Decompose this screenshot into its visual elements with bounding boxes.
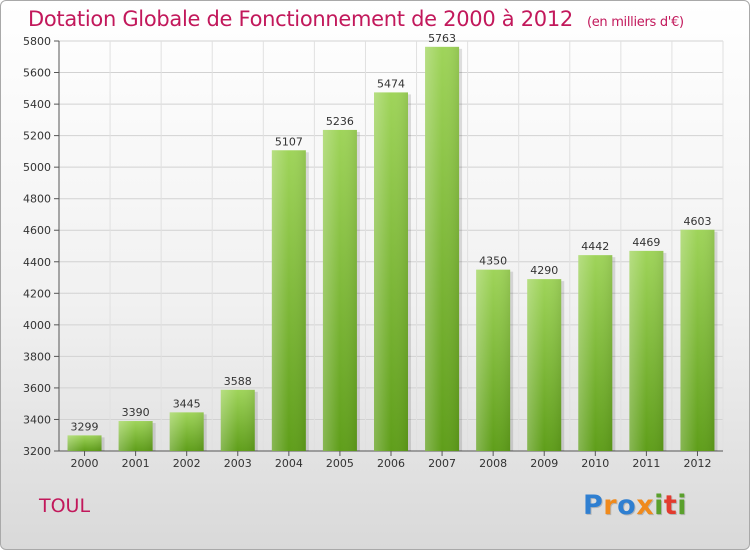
x-tick-label: 2010 <box>581 457 609 470</box>
x-tick-label: 2011 <box>632 457 660 470</box>
bar-highlight <box>374 92 408 452</box>
bar-highlight <box>680 229 715 451</box>
y-tick-label: 4000 <box>23 319 51 332</box>
bar-highlight <box>629 250 664 451</box>
proxiti-logo: Proxiti <box>583 490 687 521</box>
x-tick-label: 2007 <box>428 457 456 470</box>
logo-letter: i <box>677 490 688 521</box>
bar-highlight <box>67 435 102 451</box>
bar-highlight <box>476 269 511 451</box>
x-tick-label: 2009 <box>530 457 558 470</box>
y-tick-label: 4400 <box>23 256 51 269</box>
logo-letter: x <box>636 490 655 521</box>
y-tick-label: 4800 <box>23 193 51 206</box>
logo-letter: i <box>654 490 664 521</box>
data-labels: 3299 3390 3445 3588 5107 5236 5474 5763 4350 4290… <box>71 32 712 434</box>
x-tick-label: 2001 <box>122 457 150 470</box>
bar-highlight <box>271 150 306 451</box>
x-tick-label: 2002 <box>173 457 201 470</box>
y-tick-label: 5200 <box>23 130 51 143</box>
x-tick-label: 2000 <box>71 457 99 470</box>
y-tick-label: 4200 <box>23 287 51 300</box>
logo-letter: r <box>603 490 618 521</box>
bar-highlight <box>118 421 153 451</box>
x-tick-label: 2006 <box>377 457 405 470</box>
bar-value-label: 5107 <box>275 135 303 148</box>
bar-value-label: 4442 <box>581 240 609 253</box>
y-tick-label: 5000 <box>23 161 51 174</box>
x-tick-label: 2003 <box>224 457 252 470</box>
bar-value-label: 4350 <box>479 255 507 268</box>
x-tick-label: 2012 <box>683 457 711 470</box>
x-tick-label: 2004 <box>275 457 303 470</box>
logo-letter: o <box>617 490 637 521</box>
y-tick-label: 3800 <box>23 350 51 363</box>
x-tick-label: 2008 <box>479 457 507 470</box>
bar-highlight <box>527 279 562 451</box>
y-tick-label: 4600 <box>23 224 51 237</box>
x-tick-label: 2005 <box>326 457 354 470</box>
y-tick-label: 3600 <box>23 382 51 395</box>
bar-value-label: 3390 <box>122 406 150 419</box>
y-tick-label: 3400 <box>23 413 51 426</box>
bar-value-label: 4290 <box>530 264 558 277</box>
bar-value-label: 5236 <box>326 115 354 128</box>
bar-highlight <box>578 255 613 451</box>
bar-value-label: 5763 <box>428 32 456 45</box>
logo-letter: P <box>583 490 604 521</box>
bar-value-label: 3299 <box>71 420 99 433</box>
chart-title: Dotation Globale de Fonctionnement de 20… <box>28 7 684 31</box>
axes: 3200 3400 3600 3800 4000 4200 4400 4600 4800 5000… <box>23 35 723 470</box>
bar-highlight <box>169 412 204 451</box>
chart-subtitle: (en milliers d'€) <box>586 15 684 30</box>
bar-highlight <box>322 129 357 451</box>
bar-value-label: 4469 <box>632 236 660 249</box>
y-tick-label: 3200 <box>23 445 51 458</box>
commune-name: TOUL <box>39 495 91 517</box>
bar-value-label: 4603 <box>683 215 711 228</box>
logo-letter: t <box>663 490 678 521</box>
bar-value-label: 3445 <box>173 397 201 410</box>
bar-value-label: 5474 <box>377 77 405 90</box>
bar-highlight <box>220 389 255 451</box>
y-tick-label: 5400 <box>23 98 51 111</box>
chart-title-text: Dotation Globale de Fonctionnement de 20… <box>28 7 573 31</box>
y-tick-label: 5600 <box>23 67 51 80</box>
bars <box>67 46 718 452</box>
y-tick-label: 5800 <box>23 35 51 48</box>
bar-highlight <box>425 46 460 451</box>
bar-value-label: 3588 <box>224 375 252 388</box>
